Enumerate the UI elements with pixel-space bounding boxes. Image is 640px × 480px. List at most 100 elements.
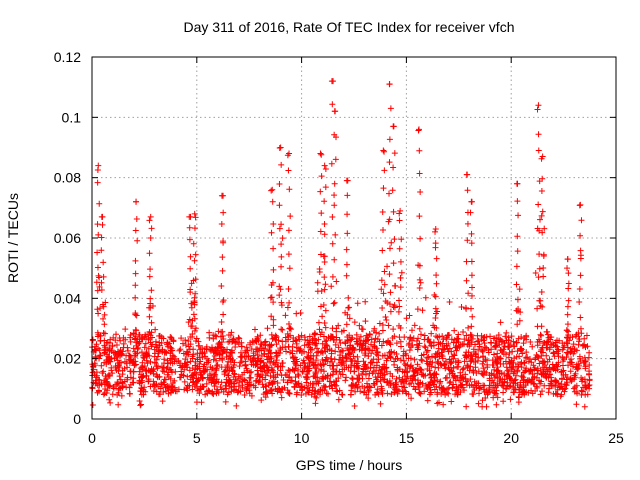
- data-point: [537, 302, 544, 309]
- data-point: [388, 239, 395, 246]
- data-point: [218, 355, 225, 362]
- data-point: [452, 391, 459, 398]
- peak-point: [218, 329, 225, 336]
- data-point: [303, 374, 310, 381]
- data-point: [286, 390, 293, 397]
- data-point: [421, 343, 428, 350]
- data-point: [299, 368, 306, 375]
- data-point: [358, 342, 365, 349]
- data-point: [467, 358, 474, 365]
- data-point: [101, 321, 108, 328]
- data-point: [260, 384, 267, 391]
- peak-point: [386, 301, 393, 308]
- peak-point: [95, 310, 102, 317]
- peak-point: [390, 326, 397, 333]
- data-point: [216, 351, 223, 358]
- data-point: [424, 354, 431, 361]
- data-point: [520, 359, 527, 366]
- data-point: [137, 402, 144, 409]
- peak-max-point: [99, 213, 106, 220]
- data-point: [578, 387, 585, 394]
- data-point: [404, 368, 411, 375]
- data-point: [428, 330, 435, 337]
- data-point: [421, 388, 428, 395]
- data-point: [276, 292, 283, 299]
- data-point: [423, 358, 430, 365]
- peak-point: [188, 280, 195, 287]
- data-point: [287, 349, 294, 356]
- data-point: [337, 340, 344, 347]
- data-point: [251, 326, 258, 333]
- data-point: [130, 345, 137, 352]
- data-point: [108, 355, 115, 362]
- data-point: [536, 360, 543, 367]
- data-point: [164, 385, 171, 392]
- peak-point: [515, 212, 522, 219]
- peak-point: [333, 328, 340, 335]
- data-point: [263, 383, 270, 390]
- peak-point: [344, 211, 351, 218]
- data-point: [544, 338, 551, 345]
- peak-point: [538, 323, 545, 330]
- data-point: [438, 362, 445, 369]
- peak-point: [386, 136, 393, 143]
- data-point: [213, 357, 220, 364]
- data-point: [195, 342, 202, 349]
- data-point: [459, 366, 466, 373]
- peak-point: [433, 255, 440, 262]
- data-point: [159, 381, 166, 388]
- data-point: [586, 368, 593, 375]
- data-point: [581, 335, 588, 342]
- data-point: [461, 387, 468, 394]
- data-point: [539, 349, 546, 356]
- data-point: [269, 335, 276, 342]
- peak-point: [514, 296, 521, 303]
- data-point: [286, 299, 293, 306]
- data-point: [468, 339, 475, 346]
- data-point: [505, 368, 512, 375]
- data-point: [380, 338, 387, 345]
- data-point: [113, 341, 120, 348]
- data-point: [189, 353, 196, 360]
- peak-point: [343, 261, 350, 268]
- peak-point: [191, 257, 198, 264]
- data-point: [414, 380, 421, 387]
- data-point: [480, 386, 487, 393]
- data-point: [213, 362, 220, 369]
- data-point: [201, 361, 208, 368]
- peak-point: [132, 282, 139, 289]
- data-point: [299, 359, 306, 366]
- data-point: [290, 358, 297, 365]
- data-point: [337, 348, 344, 355]
- peak-point: [564, 265, 571, 272]
- data-point: [372, 335, 379, 342]
- data-point: [448, 398, 455, 405]
- data-point: [512, 372, 519, 379]
- data-point: [275, 337, 282, 344]
- data-point: [570, 385, 577, 392]
- data-point: [520, 340, 527, 347]
- data-point: [468, 332, 475, 339]
- data-point: [378, 383, 385, 390]
- data-point: [492, 339, 499, 346]
- data-point: [142, 340, 149, 347]
- data-point: [301, 348, 308, 355]
- data-point: [574, 390, 581, 397]
- data-point: [136, 398, 143, 405]
- data-point: [279, 338, 286, 345]
- peak-point: [576, 298, 583, 305]
- data-point: [328, 355, 335, 362]
- data-point: [298, 332, 305, 339]
- data-point: [143, 372, 150, 379]
- data-point: [326, 346, 333, 353]
- data-point: [231, 371, 238, 378]
- data-point: [541, 225, 548, 232]
- peak-point: [577, 247, 584, 254]
- data-point: [387, 341, 394, 348]
- data-point: [497, 355, 504, 362]
- data-point: [493, 334, 500, 341]
- data-point: [97, 352, 104, 359]
- data-point: [374, 389, 381, 396]
- data-point: [118, 392, 125, 399]
- peak-point: [463, 258, 470, 265]
